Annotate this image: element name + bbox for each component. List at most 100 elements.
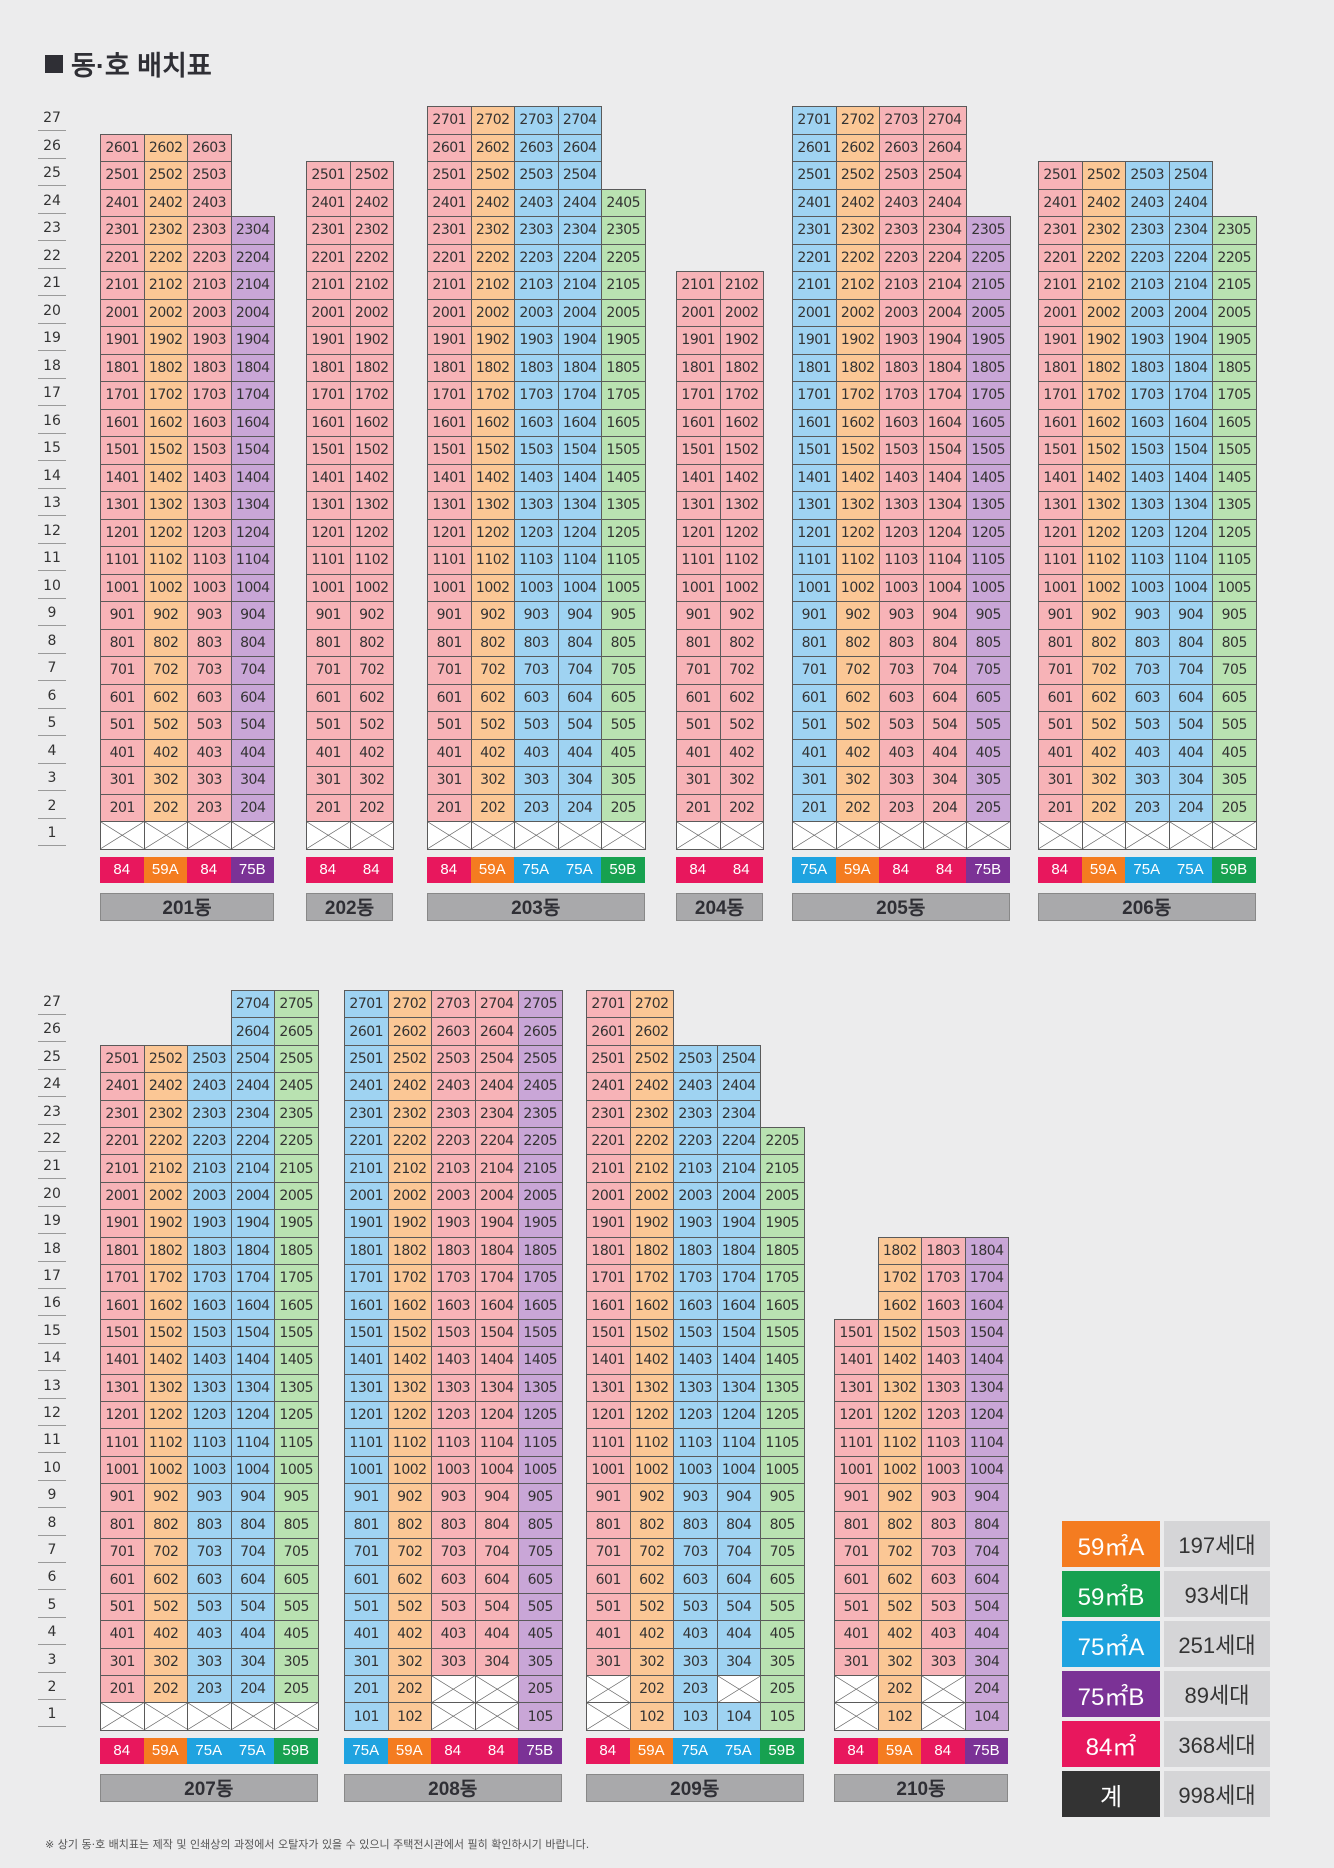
unit-cell: 1004 <box>964 1455 1009 1485</box>
unit-cell: 2704 <box>230 990 275 1019</box>
unit-cell: 1801 <box>100 1236 145 1265</box>
unit-cell: 1605 <box>601 408 646 437</box>
unit-cell: 1203 <box>187 518 232 547</box>
unit-cell: 1703 <box>431 1264 476 1293</box>
unit-cell: 404 <box>922 738 967 767</box>
unit-cell: 2103 <box>514 271 559 300</box>
unit-cell: 1502 <box>1081 436 1126 465</box>
unit-cell: 1405 <box>601 463 646 492</box>
building-label: 210동 <box>834 1773 1008 1802</box>
unit-cell: 1603 <box>187 1291 232 1320</box>
unit-unavailable <box>716 1675 761 1704</box>
unit-cell: 2005 <box>760 1181 805 1211</box>
unit-cell: 905 <box>966 601 1011 630</box>
unit-cell: 1901 <box>586 1209 631 1238</box>
unit-cell: 2502 <box>143 1044 188 1074</box>
unit-cell: 503 <box>1125 711 1170 740</box>
unit-cell: 1005 <box>1212 573 1257 602</box>
unit-cell: 2001 <box>427 298 472 327</box>
unit-cell: 1705 <box>760 1264 805 1293</box>
unit-cell: 2201 <box>100 243 145 272</box>
unit-cell: 2402 <box>629 1072 674 1101</box>
unit-cell: 1101 <box>306 546 351 575</box>
unit-cell: 1502 <box>877 1318 922 1348</box>
unit-cell: 1401 <box>676 463 721 492</box>
unit-cell: 1203 <box>514 518 559 547</box>
unit-cell: 602 <box>629 1565 674 1594</box>
unit-cell: 1101 <box>586 1428 631 1457</box>
unit-cell: 1404 <box>557 463 602 492</box>
unit-cell: 202 <box>143 793 188 822</box>
floor-number: 11 <box>38 546 66 571</box>
unit-cell: 1502 <box>470 436 515 465</box>
unit-cell: 2005 <box>1212 298 1257 327</box>
unit-cell: 1204 <box>230 518 275 547</box>
unit-cell: 1002 <box>387 1455 432 1485</box>
unit-cell: 1301 <box>834 1373 879 1402</box>
unit-cell: 905 <box>760 1483 805 1512</box>
unit-type-badge: 84 <box>306 856 350 883</box>
floor-number: 24 <box>38 1072 66 1098</box>
unit-cell: 1701 <box>100 1264 145 1293</box>
unit-cell: 603 <box>921 1565 966 1594</box>
unit-cell: 1605 <box>1212 408 1257 437</box>
unit-cell: 2401 <box>427 188 472 217</box>
floor-number: 9 <box>38 1483 66 1509</box>
unit-cell: 304 <box>557 766 602 795</box>
unit-cell: 1101 <box>344 1428 389 1457</box>
unit-cell: 2304 <box>1168 216 1213 245</box>
unit-cell: 1803 <box>879 353 924 382</box>
unit-cell: 2303 <box>879 216 924 245</box>
unit-type-badge: 75A <box>230 1737 274 1764</box>
unit-cell: 201 <box>792 793 837 822</box>
unit-cell: 201 <box>427 793 472 822</box>
unit-cell: 501 <box>344 1592 389 1622</box>
unit-unavailable <box>187 821 232 850</box>
unit-cell: 2403 <box>879 188 924 217</box>
unit-type-badge: 59A <box>835 856 879 883</box>
unit-cell: 2401 <box>586 1072 631 1101</box>
unit-cell: 801 <box>586 1510 631 1539</box>
unit-cell: 1503 <box>879 436 924 465</box>
unit-cell: 1201 <box>100 518 145 547</box>
unit-cell: 604 <box>716 1565 761 1594</box>
unit-type-badge: 84 <box>922 856 966 883</box>
unit-cell: 2202 <box>349 243 394 272</box>
unit-cell: 2101 <box>586 1154 631 1183</box>
unit-cell: 1502 <box>349 436 394 465</box>
unit-cell: 1301 <box>586 1373 631 1402</box>
unit-cell: 105 <box>760 1702 805 1731</box>
unit-cell: 205 <box>1212 793 1257 822</box>
unit-cell: 1803 <box>187 353 232 382</box>
unit-cell: 1302 <box>1081 491 1126 520</box>
unit-cell: 1805 <box>966 353 1011 382</box>
unit-cell: 1405 <box>274 1346 319 1375</box>
unit-cell: 2004 <box>557 298 602 327</box>
unit-cell: 402 <box>877 1620 922 1649</box>
unit-cell: 501 <box>1038 711 1083 740</box>
unit-cell: 2601 <box>792 133 837 162</box>
square-bullet-icon <box>45 54 63 73</box>
unit-cell: 301 <box>100 1647 145 1676</box>
floor-number: 13 <box>38 491 66 516</box>
unit-cell: 1902 <box>719 326 764 355</box>
floor-number: 10 <box>38 1456 66 1481</box>
unit-cell: 1504 <box>474 1318 519 1348</box>
unit-cell: 703 <box>514 656 559 685</box>
building-label: 209동 <box>586 1773 804 1802</box>
unit-cell: 2503 <box>879 161 924 190</box>
unit-cell: 402 <box>629 1620 674 1649</box>
unit-cell: 1101 <box>676 546 721 575</box>
unit-cell: 2103 <box>187 271 232 300</box>
unit-cell: 2304 <box>716 1099 761 1128</box>
unit-cell: 2203 <box>879 243 924 272</box>
unit-cell: 1202 <box>349 518 394 547</box>
unit-cell: 2402 <box>143 1072 188 1101</box>
unit-cell: 204 <box>557 793 602 822</box>
unit-cell: 1604 <box>716 1291 761 1320</box>
unit-cell: 502 <box>349 711 394 740</box>
unit-cell: 2102 <box>387 1154 432 1183</box>
unit-cell: 1702 <box>835 381 880 410</box>
unit-cell: 801 <box>834 1510 879 1539</box>
unit-cell: 803 <box>673 1510 718 1539</box>
